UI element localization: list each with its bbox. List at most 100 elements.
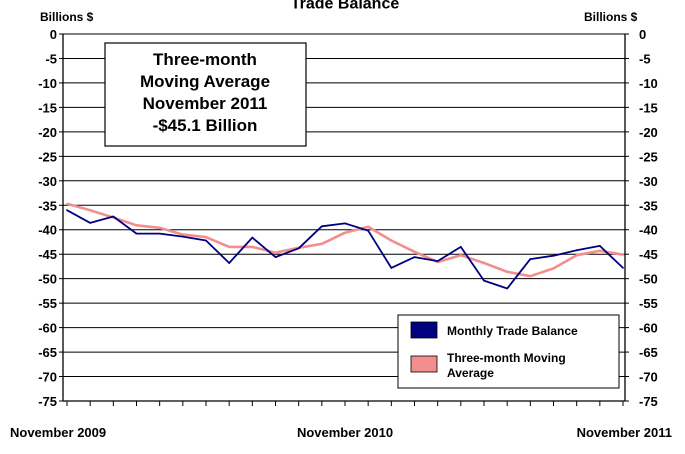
x-tick-labels: November 2009 November 2010 November 2011 — [10, 425, 672, 440]
y-tick-label-left: -65 — [38, 345, 57, 360]
legend-label-average-line1: Three-month Moving — [447, 351, 566, 365]
moving-average-point — [390, 239, 393, 242]
moving-average-point — [529, 275, 532, 278]
moving-average-point — [506, 270, 509, 273]
y-tick-label-right: -70 — [639, 370, 658, 385]
moving-average-point — [66, 202, 68, 205]
moving-average-point — [413, 250, 416, 253]
monthly-trade-balance-point — [367, 229, 370, 232]
y-tick-label-left: -40 — [38, 223, 57, 238]
y-tick-label-left: -15 — [38, 100, 57, 115]
legend-swatch-average — [410, 355, 438, 373]
y-tick-label-left: -5 — [45, 51, 57, 66]
monthly-trade-balance-point — [622, 267, 624, 269]
moving-average-point — [320, 243, 323, 245]
monthly-trade-balance-point — [413, 256, 416, 258]
moving-average-point — [228, 246, 231, 248]
annotation-frame — [104, 42, 307, 147]
y-tick-label-right: -10 — [639, 76, 658, 91]
monthly-trade-balance-point — [251, 236, 254, 239]
monthly-trade-balance-point — [506, 287, 509, 290]
moving-average-point — [552, 267, 555, 270]
monthly-trade-balance-point — [112, 215, 115, 218]
monthly-trade-balance-point — [89, 222, 92, 224]
y-tick-label-right: -40 — [639, 223, 658, 238]
legend: Monthly Trade Balance Three-month Moving… — [397, 314, 620, 389]
monthly-trade-balance-point — [228, 262, 231, 264]
moving-average-point — [344, 231, 346, 234]
moving-average-point — [575, 254, 578, 257]
y-tick-label-right: 0 — [639, 27, 646, 42]
y-tick-label-left: -10 — [38, 76, 57, 91]
y-tick-label-left: -50 — [38, 272, 57, 287]
monthly-trade-balance-point — [66, 209, 68, 212]
annotation-line-3: November 2011 — [143, 94, 268, 113]
monthly-trade-balance-point — [436, 260, 439, 262]
monthly-trade-balance-point — [320, 225, 323, 228]
y-tick-label-right: -15 — [639, 100, 658, 115]
moving-average-point — [483, 262, 485, 264]
x-tick-label: November 2010 — [297, 425, 393, 440]
annotation-line-2: Moving Average — [140, 72, 270, 91]
y-tick-label-left: -30 — [38, 174, 57, 189]
chart-title: Trade Balance — [291, 0, 400, 13]
y-tick-label-right: -5 — [639, 51, 651, 66]
y-tick-label-right: -50 — [639, 272, 658, 287]
monthly-trade-balance-point — [135, 232, 138, 235]
moving-average-point — [274, 251, 277, 254]
moving-average-point — [89, 209, 92, 212]
legend-label-monthly: Monthly Trade Balance — [447, 324, 578, 338]
y-tick-label-right: -45 — [639, 247, 658, 262]
y-tick-label-left: -55 — [38, 296, 57, 311]
y-tick-label-right: -60 — [639, 321, 658, 336]
monthly-trade-balance-point — [158, 232, 161, 235]
x-tick-label: November 2009 — [10, 425, 106, 440]
y-tick-label-right: -65 — [639, 345, 658, 360]
monthly-trade-balance-point — [297, 247, 300, 250]
monthly-trade-balance-point — [529, 258, 532, 260]
monthly-trade-balance-point — [552, 254, 555, 257]
y-tick-label-left: -20 — [38, 125, 57, 140]
series-lines — [66, 202, 624, 290]
y-tick-label-left: -25 — [38, 149, 57, 164]
moving-average-line — [66, 202, 624, 278]
y-tick-label-right: -30 — [639, 174, 658, 189]
annotation-box: Three-month Moving Average November 2011… — [104, 42, 307, 147]
moving-average-point — [459, 254, 462, 257]
y-tick-label-right: -25 — [639, 149, 658, 164]
monthly-trade-balance-point — [598, 245, 601, 247]
monthly-trade-balance-point — [344, 222, 346, 225]
moving-average-point — [251, 246, 254, 248]
y-tick-label-left: -35 — [38, 198, 57, 213]
moving-average-point — [205, 236, 207, 239]
moving-average-point — [598, 249, 601, 252]
y-tick-label-left: 0 — [50, 27, 57, 42]
moving-average-point — [367, 225, 370, 228]
legend-swatch-monthly — [410, 321, 438, 339]
y-unit-right: Billions $ — [584, 10, 638, 24]
monthly-trade-balance-point — [390, 267, 393, 269]
axes: 0 0 -5 -5 -10 -10 -15 -15 -20 -20 -25 -25 -30 -30 -35 -… — [38, 27, 658, 409]
annotation-line-1: Three-month — [153, 50, 257, 69]
monthly-trade-balance-point — [205, 239, 207, 242]
legend-label-average-line2: Average — [447, 366, 494, 380]
monthly-trade-balance-point — [274, 256, 277, 258]
x-tick-label: November 2011 — [577, 425, 672, 440]
moving-average-point — [135, 224, 138, 227]
monthly-trade-balance-point — [575, 249, 578, 252]
y-tick-label-left: -70 — [38, 370, 57, 385]
y-tick-label-right: -55 — [639, 296, 658, 311]
moving-average-point — [622, 253, 624, 256]
y-tick-label-left: -75 — [38, 394, 57, 409]
y-tick-label-left: -60 — [38, 321, 57, 336]
monthly-trade-balance-point — [181, 235, 184, 238]
y-tick-label-left: -45 — [38, 247, 57, 262]
annotation-line-4: -$45.1 Billion — [153, 116, 258, 135]
moving-average-point — [181, 233, 184, 236]
monthly-trade-balance-line — [66, 209, 624, 290]
y-tick-label-right: -35 — [639, 198, 658, 213]
y-tick-label-right: -20 — [639, 125, 658, 140]
monthly-trade-balance-point — [483, 279, 485, 282]
y-unit-left: Billions $ — [40, 10, 94, 24]
